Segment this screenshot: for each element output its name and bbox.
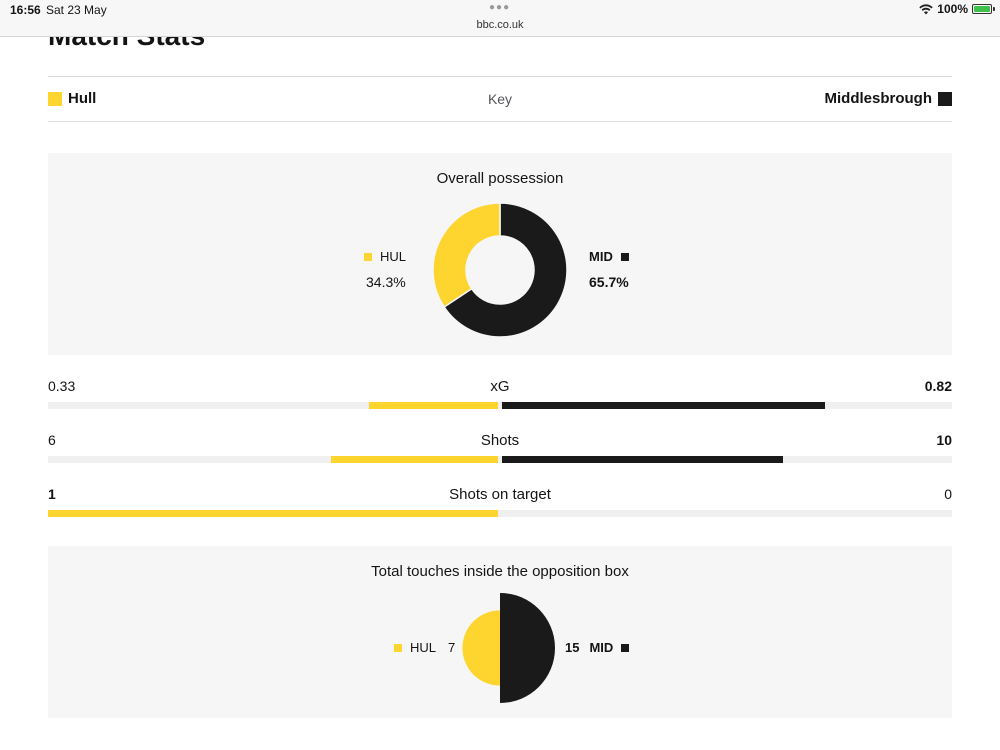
battery-icon [972, 4, 995, 14]
touches-home-label: HUL 7 [394, 640, 455, 655]
away-team-key: Middlesbrough [824, 90, 952, 107]
wifi-icon [919, 3, 933, 14]
key-label: Key [487, 91, 513, 107]
home-legend-swatch [364, 252, 372, 261]
stat-away-bar [502, 402, 826, 409]
touches-half-circles-chart [462, 593, 555, 703]
home-team-name: Hull [68, 90, 97, 107]
team-key: Hull Key Middlesbrough [48, 76, 952, 122]
stat-home-value: 0.33 [48, 378, 76, 394]
stat-row-shots: 6 Shots 10 [48, 432, 952, 472]
touches-half-hul [462, 610, 500, 686]
stat-name: Shots [480, 432, 520, 449]
status-time: 16:56 [10, 3, 41, 17]
address-bar-url[interactable]: bbc.co.uk [476, 19, 524, 31]
away-legend-swatch [621, 643, 630, 652]
possession-slice-mid [443, 202, 568, 338]
stat-name: Shots on target [449, 486, 551, 503]
stat-track [48, 510, 952, 517]
stat-away-value: 0.82 [924, 378, 952, 394]
possession-panel: Overall possession HUL 34.3% MID 65.7% [48, 153, 952, 355]
possession-home-value: 34.3% [366, 274, 406, 290]
possession-away-value: 65.7% [589, 274, 629, 290]
touches-home-value: 7 [448, 640, 456, 655]
status-bar: 16:56 Sat 23 May ●●● bbc.co.uk 100% [0, 0, 1000, 37]
possession-away-label: MID [589, 249, 629, 264]
stat-track [48, 456, 952, 463]
stat-row-shots-on-target: 1 Shots on target 0 [48, 486, 952, 526]
touches-title: Total touches inside the opposition box [371, 563, 629, 580]
stat-away-value: 10 [936, 432, 952, 448]
stat-away-value: 0 [944, 486, 952, 502]
possession-home-label: HUL [364, 249, 406, 264]
touches-away-value: 15 [565, 640, 580, 655]
stat-away-bar [502, 456, 783, 463]
status-date: Sat 23 May [46, 3, 107, 17]
battery-percent: 100% [937, 2, 968, 16]
stat-home-bar [48, 510, 498, 517]
away-team-name: Middlesbrough [824, 90, 933, 107]
home-color-swatch [48, 91, 62, 106]
stat-home-bar [368, 402, 498, 409]
away-color-swatch [938, 91, 952, 106]
touches-away-abbr: MID [589, 640, 614, 655]
stat-name: xG [490, 378, 510, 395]
touches-panel: Total touches inside the opposition box … [48, 546, 952, 718]
more-dots-icon[interactable]: ●●● [489, 2, 511, 13]
touches-home-abbr: HUL [410, 640, 437, 655]
away-legend-swatch [620, 252, 629, 261]
status-right: 100% [919, 2, 995, 16]
possession-title: Overall possession [436, 170, 564, 187]
possession-away-abbr: MID [589, 249, 613, 264]
stat-track [48, 402, 952, 409]
home-legend-swatch [394, 643, 402, 652]
possession-slice-hul [432, 202, 501, 308]
home-team-key: Hull [48, 90, 96, 107]
possession-donut-chart [432, 202, 568, 338]
stat-home-value: 6 [48, 432, 56, 448]
touches-away-label: 15 MID [565, 640, 630, 655]
possession-home-abbr: HUL [380, 249, 407, 264]
touches-half-mid [500, 593, 555, 703]
stat-home-value: 1 [48, 486, 56, 502]
stat-row-xg: 0.33 xG 0.82 [48, 378, 952, 418]
stat-home-bar [330, 456, 498, 463]
